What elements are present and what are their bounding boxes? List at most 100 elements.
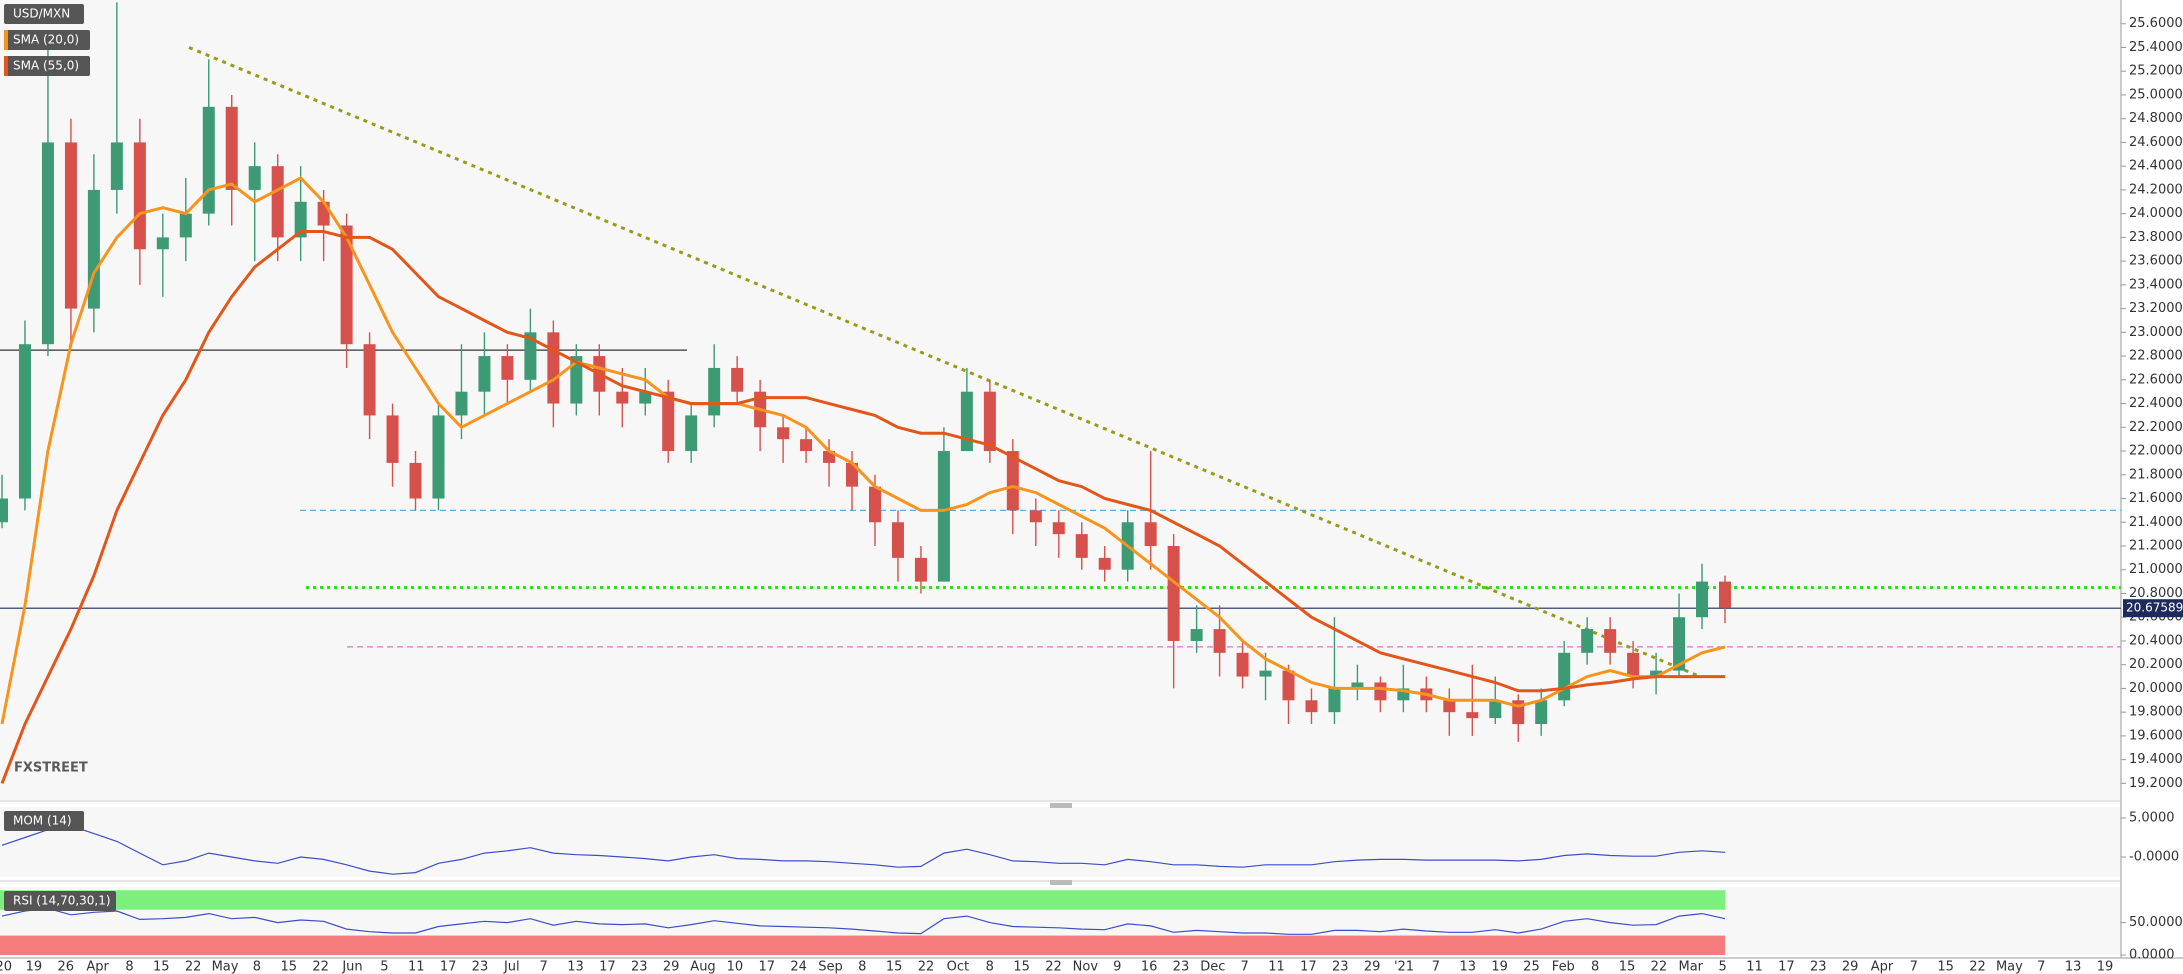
candle-body bbox=[317, 201, 330, 226]
x-tick-label: Jun bbox=[341, 960, 362, 974]
candle-body bbox=[156, 237, 169, 250]
candle-body bbox=[340, 225, 353, 345]
x-tick-label: 29 bbox=[663, 960, 680, 974]
x-tick-label: 17 bbox=[440, 960, 457, 974]
candle-body bbox=[501, 356, 514, 380]
candle-body bbox=[914, 557, 927, 582]
y-tick-label: 21.0000 bbox=[2129, 562, 2183, 577]
x-tick-label: Apr bbox=[1871, 960, 1894, 974]
y-tick-label: 25.4000 bbox=[2129, 40, 2183, 55]
candle-body bbox=[0, 498, 8, 523]
y-tick-label: 23.8000 bbox=[2129, 230, 2183, 245]
y-tick-label: 21.8000 bbox=[2129, 467, 2183, 482]
x-tick-label: 13 bbox=[2065, 960, 2082, 974]
y-tick-label: 20.2000 bbox=[2129, 657, 2183, 672]
candle-body bbox=[455, 391, 468, 416]
candle-body bbox=[524, 332, 537, 380]
x-tick-label: 15 bbox=[1013, 960, 1030, 974]
y-tick-label: 19.4000 bbox=[2129, 752, 2183, 767]
last-price-label: 20.67589 bbox=[2126, 601, 2183, 615]
candle-body bbox=[1029, 510, 1042, 523]
candle-body bbox=[1282, 670, 1295, 701]
candle-body bbox=[432, 415, 445, 499]
x-tick-label: May bbox=[212, 960, 239, 974]
candle-body bbox=[18, 344, 31, 499]
y-tick-label: 0.0000 bbox=[2129, 948, 2175, 963]
candle-body bbox=[1236, 652, 1249, 677]
y-tick-label: 20.4000 bbox=[2129, 633, 2183, 648]
y-tick-label: 23.0000 bbox=[2129, 325, 2183, 340]
x-tick-label: 7 bbox=[2037, 960, 2045, 974]
x-tick-label: 9 bbox=[1113, 960, 1121, 974]
x-tick-label: 17 bbox=[1300, 960, 1317, 974]
y-tick-label: 25.2000 bbox=[2129, 64, 2183, 79]
y-tick-label: 22.6000 bbox=[2129, 372, 2183, 387]
y-tick-label: 20.8000 bbox=[2129, 586, 2183, 601]
x-tick-label: 15 bbox=[1937, 960, 1954, 974]
candle-body bbox=[1719, 581, 1731, 608]
x-tick-label: Nov bbox=[1073, 960, 1099, 974]
y-tick-label: 23.2000 bbox=[2129, 301, 2183, 316]
candle-body bbox=[1650, 670, 1663, 677]
candle-body bbox=[960, 391, 973, 452]
candle-body bbox=[1006, 451, 1019, 511]
indicator-line bbox=[1, 907, 1726, 935]
legend-badge bbox=[4, 56, 90, 76]
candle-body bbox=[1558, 652, 1571, 701]
x-tick-label: 22 bbox=[1045, 960, 1062, 974]
candle-body bbox=[41, 142, 54, 345]
trendline bbox=[188, 46, 1701, 678]
candle-body bbox=[1535, 700, 1548, 725]
candle-body bbox=[1213, 629, 1226, 653]
x-tick-label: 7 bbox=[540, 960, 548, 974]
resize-handle[interactable] bbox=[1050, 803, 1072, 808]
x-tick-label: 22 bbox=[1651, 960, 1668, 974]
legend-label: SMA (55,0) bbox=[13, 59, 79, 73]
y-tick-label: 22.0000 bbox=[2129, 444, 2183, 459]
y-tick-label: 21.4000 bbox=[2129, 515, 2183, 530]
x-tick-label: 13 bbox=[1459, 960, 1476, 974]
candle-body bbox=[846, 462, 859, 487]
candle-body bbox=[1190, 629, 1203, 641]
x-tick-label: 23 bbox=[1810, 960, 1827, 974]
x-tick-label: 23 bbox=[472, 960, 489, 974]
x-tick-label: 11 bbox=[408, 960, 425, 974]
legend-badge bbox=[4, 891, 116, 911]
x-tick-label: 17 bbox=[599, 960, 616, 974]
candle-body bbox=[202, 106, 215, 214]
resize-handle[interactable] bbox=[1050, 880, 1072, 885]
legend-badge bbox=[4, 4, 84, 24]
candle-body bbox=[823, 451, 836, 463]
candle-body bbox=[731, 367, 744, 392]
x-tick-label: 8 bbox=[253, 960, 261, 974]
x-tick-label: 8 bbox=[986, 960, 994, 974]
y-tick-label: 20.0000 bbox=[2129, 681, 2183, 696]
x-tick-label: 15 bbox=[886, 960, 903, 974]
x-tick-label: 23 bbox=[631, 960, 648, 974]
y-tick-label: 22.8000 bbox=[2129, 349, 2183, 364]
candle-body bbox=[891, 522, 904, 558]
candle-body bbox=[1305, 700, 1318, 713]
candle-body bbox=[1443, 700, 1456, 713]
candle-body bbox=[685, 415, 698, 452]
y-tick-label: 25.0000 bbox=[2129, 87, 2183, 102]
y-tick-label: 5.0000 bbox=[2129, 811, 2175, 826]
candle-body bbox=[983, 391, 996, 452]
x-tick-label: 11 bbox=[1268, 960, 1285, 974]
x-tick-label: Dec bbox=[1200, 960, 1225, 974]
rsi-band bbox=[0, 890, 1725, 910]
x-tick-label: 19 bbox=[26, 960, 43, 974]
y-tick-label: 22.4000 bbox=[2129, 396, 2183, 411]
candle-body bbox=[937, 451, 950, 582]
candle-body bbox=[616, 391, 629, 404]
x-tick-label: Apr bbox=[86, 960, 109, 974]
legend-swatch bbox=[4, 56, 8, 76]
y-tick-label: 21.2000 bbox=[2129, 538, 2183, 553]
background-layer: FXSTREET bbox=[0, 46, 2121, 955]
x-tick-label: 15 bbox=[1619, 960, 1636, 974]
x-tick-label: 7 bbox=[1910, 960, 1918, 974]
main-panel bbox=[0, 0, 2121, 800]
candle-body bbox=[248, 166, 261, 190]
candle-body bbox=[64, 142, 77, 309]
